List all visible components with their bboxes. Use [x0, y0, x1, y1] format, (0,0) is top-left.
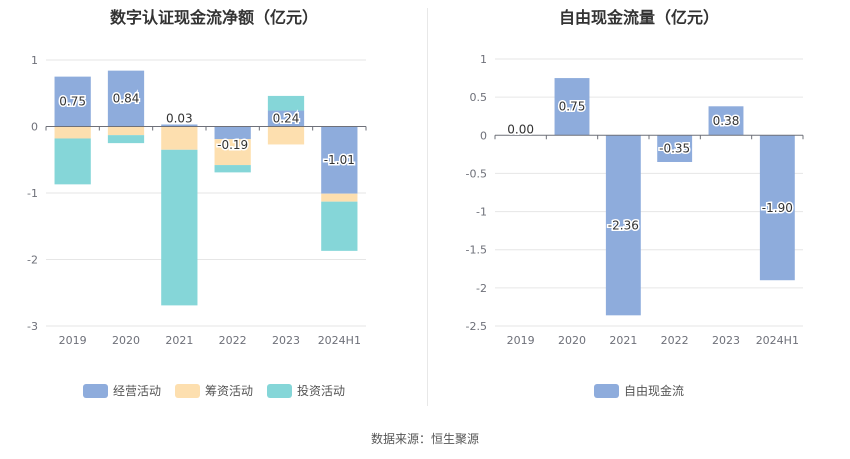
right-chart-data-label: 0.38	[713, 114, 740, 128]
data-source-note: 数据来源：恒生聚源	[370, 432, 479, 446]
left-chart-bar-筹资活动	[107, 126, 145, 136]
left-chart-legend-swatch	[267, 383, 292, 398]
right-chart-bar-自由现金流	[708, 106, 744, 136]
left-chart-plot: 1 0 -1 -2 -3 2019 2020 2021 2022 2023 2024H1 0.75 0.…	[27, 54, 367, 347]
left-chart-y-tick-label: 0	[31, 121, 38, 134]
right-chart-y-tick-label: -1.5	[466, 244, 487, 257]
right-chart-legend-swatch	[593, 383, 619, 398]
left-chart-y-tick-label: -2	[27, 254, 38, 267]
left-chart-panel: 数字认证现金流净额（亿元） 1 0 -1 -2 -3 2019 2020 2021 2022 20…	[0, 0, 428, 410]
left-chart-bar-筹资活动	[214, 139, 251, 166]
left-chart-bar-投资活动	[214, 165, 251, 173]
left-chart-legend-label: 投资活动	[297, 384, 346, 398]
left-chart-x-tick-label: 2019	[59, 334, 87, 347]
right-chart-panel: 自由现金流量（亿元） 1 0.5 0 -0.5 -1 -1.5 -2 -2.5 2019 2020…	[428, 0, 850, 410]
left-chart-legend-item[interactable]: 投资活动	[267, 382, 345, 399]
right-chart-x-tick-label: 2022	[661, 334, 689, 347]
left-chart-bar-投资活动	[321, 201, 358, 251]
right-chart-legend: 自由现金流	[428, 382, 850, 399]
left-chart-bar-筹资活动	[161, 126, 198, 150]
right-chart-legend-label: 自由现金流	[623, 384, 684, 398]
right-chart-y-tick-label: -2	[476, 282, 487, 295]
right-chart-y-tick-label: 0.5	[470, 91, 488, 104]
left-chart-data-label: -0.19	[217, 138, 248, 152]
left-chart-bar-经营活动	[321, 126, 358, 194]
left-chart-bar-投资活动	[107, 135, 145, 144]
left-chart-y-tick-label: 1	[31, 54, 38, 67]
right-chart-x-tick-label: 2024H1	[756, 334, 799, 347]
right-chart-title: 自由现金流量（亿元）	[558, 8, 719, 27]
left-chart-bar-投资活动	[54, 138, 91, 185]
left-chart-data-label: 0.03	[166, 112, 193, 126]
right-chart-x-tick-label: 2019	[507, 334, 535, 347]
left-chart-legend-label: 筹资活动	[204, 384, 253, 398]
right-chart-bar-自由现金流	[657, 135, 693, 162]
left-chart-bar-经营活动	[161, 124, 198, 127]
left-chart-bar-投资活动	[161, 149, 198, 306]
left-chart-data-label: 0.84	[113, 92, 140, 106]
left-chart-legend-item[interactable]: 经营活动	[82, 382, 161, 399]
left-chart-data-label: 0.24	[273, 112, 300, 126]
right-chart-data-label: 0.75	[559, 100, 586, 114]
right-chart-data-label: -1.90	[762, 201, 793, 215]
left-chart-data-label: 0.75	[59, 95, 86, 109]
right-chart-y-tick-label: -2.5	[466, 320, 487, 333]
right-chart-x-tick-label: 2023	[712, 334, 740, 347]
right-chart-y-tick-label: -1	[476, 206, 487, 219]
right-chart-data-label: 0.00	[507, 122, 534, 136]
left-chart-x-tick-label: 2022	[219, 334, 247, 347]
left-chart-y-tick-label: -3	[27, 320, 38, 333]
left-chart-bar-投资活动	[267, 95, 305, 111]
right-chart-y-tick-label: -0.5	[466, 167, 487, 180]
left-chart-legend-swatch	[82, 383, 108, 398]
left-chart-bar-经营活动	[54, 76, 91, 127]
left-chart-x-tick-label: 2020	[112, 334, 140, 347]
left-chart-bar-经营活动	[214, 126, 251, 140]
right-chart-plot: 1 0.5 0 -0.5 -1 -1.5 -2 -2.5 2019 2020 2021 2022 202…	[466, 53, 804, 347]
left-chart-title: 数字认证现金流净额（亿元）	[109, 8, 318, 27]
left-chart-bar-筹资活动	[54, 126, 91, 139]
left-chart-x-tick-label: 2023	[272, 334, 300, 347]
right-chart-bar-自由现金流	[554, 78, 590, 136]
left-chart-bar-经营活动	[107, 70, 145, 127]
left-chart-x-tick-label: 2024H1	[318, 334, 361, 347]
right-chart-y-tick-label: 1	[480, 53, 487, 66]
left-chart-legend: 经营活动 筹资活动 投资活动	[0, 382, 428, 399]
left-chart-bar-筹资活动	[321, 193, 358, 202]
left-chart-legend-label: 经营活动	[112, 384, 161, 398]
panel-divider	[427, 8, 428, 406]
right-chart-data-label: -0.35	[659, 142, 690, 156]
left-chart-bar-筹资活动	[267, 126, 305, 145]
left-chart-bar-经营活动	[267, 110, 305, 127]
right-chart-data-label: -2.36	[608, 218, 639, 232]
left-chart-legend-swatch	[174, 383, 200, 398]
right-chart-x-tick-label: 2020	[558, 334, 586, 347]
right-chart-y-tick-label: 0	[480, 129, 487, 142]
right-chart-legend-item[interactable]: 自由现金流	[593, 382, 684, 399]
left-chart-y-tick-label: -1	[27, 187, 38, 200]
right-chart-x-tick-label: 2021	[609, 334, 637, 347]
right-chart-bar-自由现金流	[605, 135, 641, 316]
left-chart-x-tick-label: 2021	[165, 334, 193, 347]
left-chart-data-label: -1.01	[324, 153, 355, 167]
right-chart-bar-自由现金流	[759, 135, 795, 281]
left-chart-legend-item[interactable]: 筹资活动	[174, 382, 253, 399]
